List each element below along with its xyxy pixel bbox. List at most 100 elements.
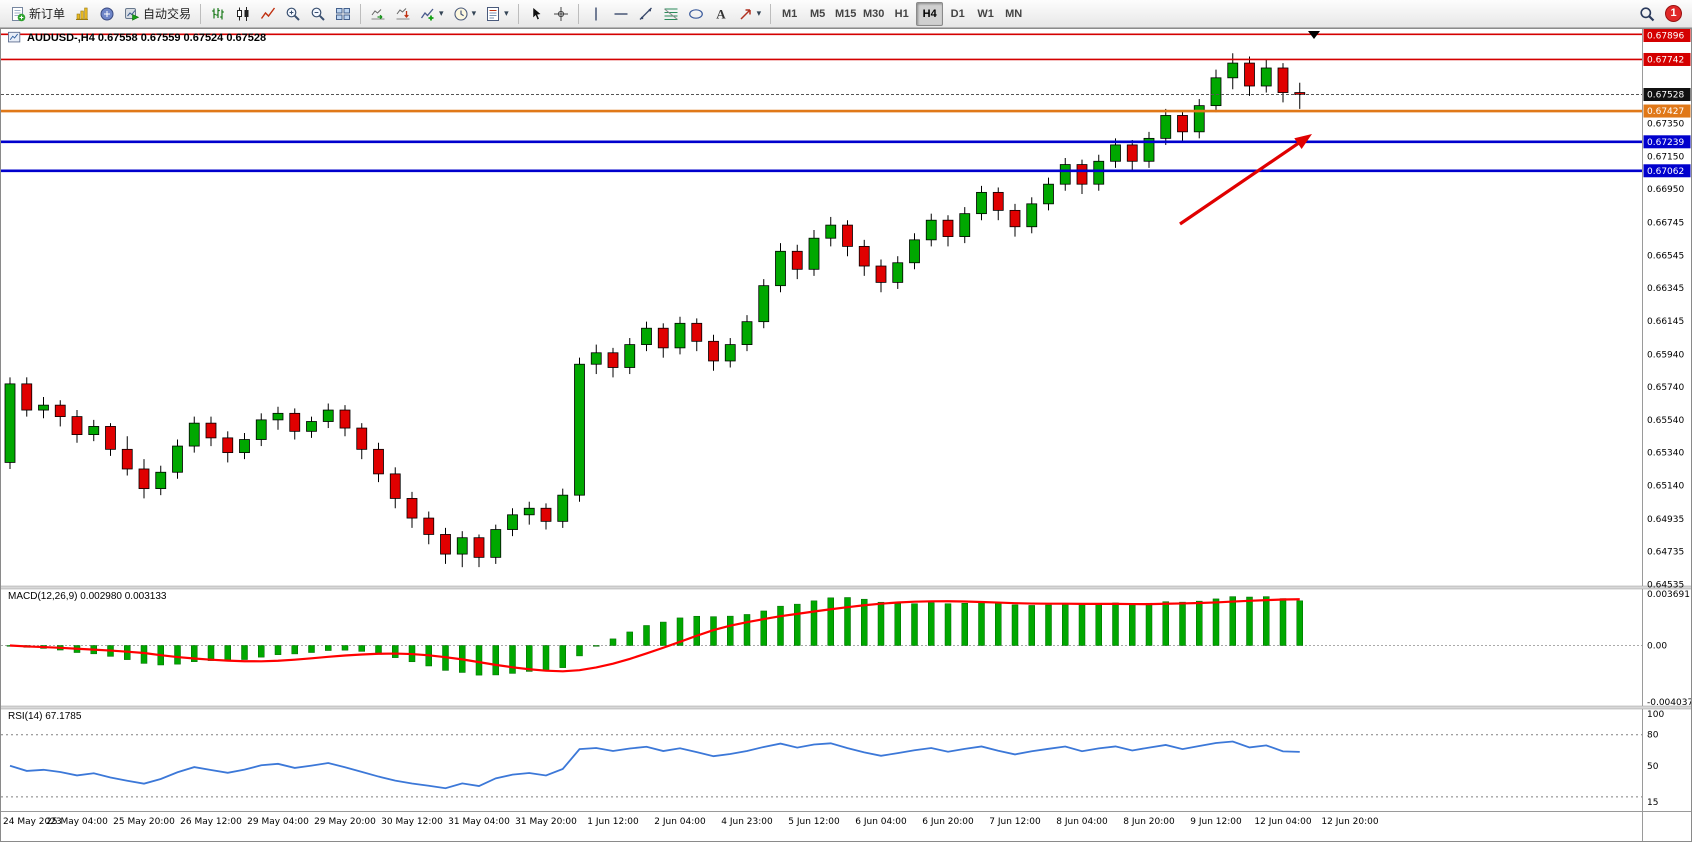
- candle-bullish: [255, 419, 267, 440]
- candle-bearish: [205, 422, 217, 439]
- price-axis-label: 0.65540: [1647, 416, 1684, 426]
- price-axis-label: 0.66745: [1647, 219, 1684, 229]
- notification-badge[interactable]: 1: [1665, 5, 1682, 22]
- fibonacci-icon: [663, 6, 679, 22]
- candlestick-chart-icon: [235, 6, 251, 22]
- timeframe-h1-button[interactable]: H1: [888, 2, 915, 26]
- trend-arrow-head[interactable]: [1294, 134, 1312, 149]
- candle-bullish: [976, 191, 987, 215]
- timeframe-m30-button[interactable]: M30: [860, 2, 887, 26]
- bar-chart-button[interactable]: [206, 2, 230, 26]
- auto-scroll-button[interactable]: [366, 2, 390, 26]
- shapes-icon: [688, 6, 704, 22]
- macd-histogram-bar: [526, 645, 533, 672]
- timeframe-h4-button[interactable]: H4: [916, 1, 944, 26]
- svg-text:A: A: [716, 6, 726, 21]
- timeframe-mn-button[interactable]: MN: [1000, 2, 1027, 26]
- macd-histogram-bar: [660, 621, 667, 646]
- search-button[interactable]: [1635, 2, 1659, 26]
- new-order-button[interactable]: 新订单: [6, 2, 69, 26]
- cursor-button[interactable]: [524, 2, 548, 26]
- chart-plot-area[interactable]: [1, 29, 1642, 586]
- candle-bullish: [825, 224, 837, 239]
- autotrade-button-label: 自动交易: [143, 7, 192, 21]
- price-axis-label: 0.64535: [1647, 580, 1684, 590]
- macd-histogram-bar: [258, 645, 265, 658]
- price-axis-label: 0.67350: [1647, 120, 1684, 130]
- timeframe-m1-button[interactable]: M1: [776, 2, 803, 26]
- candle-bearish: [21, 383, 33, 411]
- price-level-tag-label: 0.67062: [1647, 167, 1684, 177]
- candle-bearish: [791, 250, 803, 270]
- trendline-button[interactable]: [634, 2, 658, 26]
- candle-bullish: [1059, 164, 1071, 185]
- candle-bullish: [507, 514, 518, 530]
- autotrade-button[interactable]: 自动交易: [120, 2, 195, 26]
- data-window-button[interactable]: [95, 2, 119, 26]
- horizontal-line-button[interactable]: [609, 2, 633, 26]
- shapes-button[interactable]: [684, 2, 708, 26]
- timeframe-d1-button[interactable]: D1: [944, 2, 971, 26]
- macd-histogram-bar: [995, 602, 1002, 646]
- bar-chart-icon: [210, 6, 226, 22]
- candle-bullish: [1227, 62, 1239, 79]
- indicators-button[interactable]: ▾: [416, 2, 448, 26]
- tile-windows-button[interactable]: [331, 2, 355, 26]
- panel-separator[interactable]: [0, 705, 1692, 710]
- horizontal-line-icon: [613, 6, 629, 22]
- zoom-in-button[interactable]: [281, 2, 305, 26]
- chart-window-icon: [8, 31, 22, 45]
- templates-button[interactable]: ▾: [481, 2, 513, 26]
- arrows-button[interactable]: ▾: [734, 2, 766, 26]
- candle-bearish: [71, 416, 83, 436]
- candle-bullish: [1143, 137, 1155, 162]
- candle-bearish: [222, 437, 234, 454]
- macd-histogram-bar: [576, 645, 583, 657]
- macd-histogram-bar: [911, 603, 918, 646]
- time-axis-label: 12 Jun 20:00: [1321, 817, 1378, 827]
- timeframe-w1-button[interactable]: W1: [972, 2, 999, 26]
- price-axis-label: 0.64735: [1647, 548, 1684, 558]
- timeframe-m15-button[interactable]: M15: [832, 2, 859, 26]
- macd-histogram-bar: [1062, 603, 1069, 646]
- panel-separator[interactable]: [0, 585, 1692, 590]
- market-watch-button[interactable]: [70, 2, 94, 26]
- line-chart-button[interactable]: [256, 2, 280, 26]
- text-button[interactable]: A: [709, 2, 733, 26]
- candle-bullish: [4, 383, 16, 463]
- vertical-line-button[interactable]: [584, 2, 608, 26]
- candle-bearish: [473, 537, 485, 558]
- time-axis-label: 25 May 20:00: [113, 817, 175, 827]
- chart-shift-button[interactable]: [391, 2, 415, 26]
- candle-bullish: [1160, 115, 1172, 139]
- timeframe-m5-button[interactable]: M5: [804, 2, 831, 26]
- macd-histogram-bar: [743, 614, 751, 646]
- trend-arrow-line[interactable]: [1179, 137, 1306, 226]
- zoom-out-button[interactable]: [306, 2, 330, 26]
- candlestick-chart-button[interactable]: [231, 2, 255, 26]
- price-axis-label: 0.66345: [1647, 284, 1684, 294]
- candle-bearish: [1126, 144, 1138, 162]
- indicators-icon: [420, 6, 436, 22]
- macd-histogram-bar: [1112, 602, 1119, 646]
- candle-bullish: [574, 363, 585, 496]
- current-price-tag: [1643, 88, 1691, 102]
- periods-button[interactable]: ▾: [449, 2, 481, 26]
- macd-histogram-bar: [1162, 601, 1169, 646]
- macd-histogram-bar: [727, 615, 734, 646]
- price-level-tag: [1643, 29, 1691, 42]
- fibonacci-button[interactable]: [659, 2, 683, 26]
- macd-histogram-bar: [894, 603, 901, 646]
- candle-bullish: [1210, 77, 1222, 107]
- candle-bullish: [456, 537, 468, 555]
- candle-bearish: [875, 265, 887, 283]
- time-axis[interactable]: [1, 812, 1642, 841]
- candle-bullish: [741, 321, 753, 345]
- time-axis-label: 5 Jun 12:00: [788, 817, 840, 827]
- candle-bearish: [1294, 92, 1306, 95]
- crosshair-button[interactable]: [549, 2, 573, 26]
- rsi-line: [9, 740, 1300, 790]
- candle-bearish: [356, 427, 368, 450]
- macd-histogram-bar: [1196, 600, 1203, 646]
